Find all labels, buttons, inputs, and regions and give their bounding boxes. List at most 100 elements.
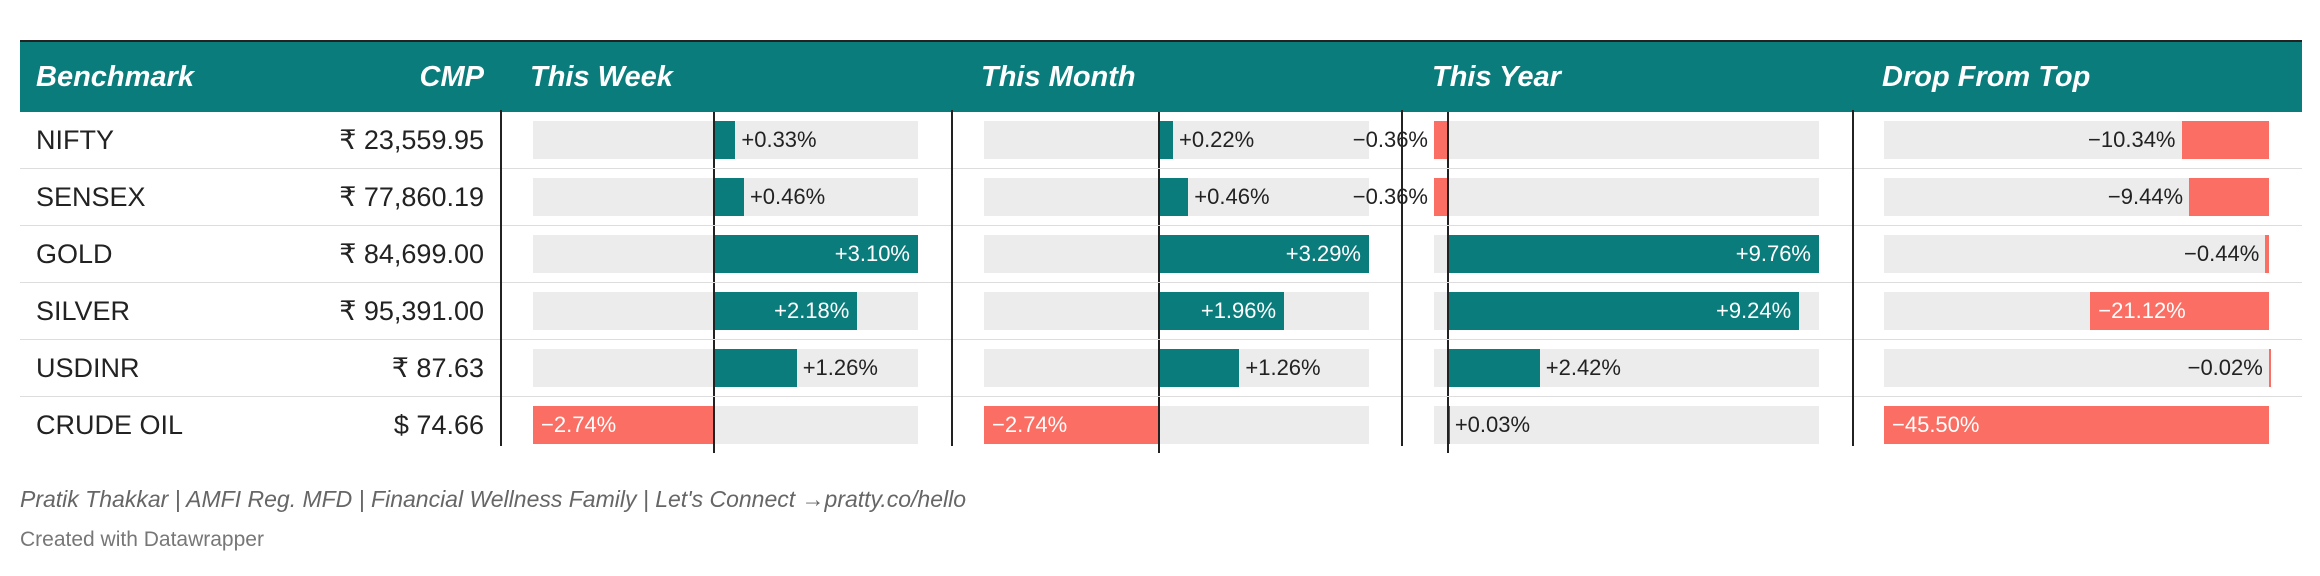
zero-axis bbox=[1157, 397, 1160, 453]
positive-bar bbox=[1447, 349, 1540, 387]
positive-bar bbox=[1158, 235, 1369, 273]
negative-bar bbox=[1434, 121, 1448, 159]
positive-bar bbox=[1158, 349, 1240, 387]
footer-credit: Pratik Thakkar | AMFI Reg. MFD | Financi… bbox=[20, 486, 967, 512]
data-label: +2.18% bbox=[774, 298, 850, 323]
data-label: −0.02% bbox=[2187, 355, 2263, 380]
data-label: −21.12% bbox=[2098, 298, 2186, 323]
negative-bar bbox=[1884, 406, 2269, 444]
zero-axis bbox=[712, 112, 715, 168]
negative-bar bbox=[984, 406, 1159, 444]
cmp-value: ₹ 87.63 bbox=[391, 353, 484, 383]
table-row: CRUDE OIL $ 74.66 −2.74% −2.74% +0.03% −45.50… bbox=[20, 397, 2302, 453]
footer-source: Created with Datawrapper bbox=[20, 528, 264, 551]
data-label: +0.33% bbox=[741, 127, 817, 152]
positive-bar bbox=[713, 121, 736, 159]
positive-bar bbox=[1447, 406, 1450, 444]
bar-track bbox=[984, 121, 1369, 159]
data-label: +0.46% bbox=[1194, 184, 1270, 209]
data-label: −45.50% bbox=[1892, 412, 1980, 437]
data-label: +9.24% bbox=[1715, 298, 1792, 323]
positive-bar bbox=[1158, 292, 1285, 330]
benchmark-table: Benchmark CMP This Week This Month This … bbox=[20, 40, 2302, 453]
data-label: +9.76% bbox=[1735, 241, 1811, 266]
zero-axis bbox=[1157, 283, 1160, 339]
zero-axis bbox=[1157, 340, 1160, 396]
positive-bar bbox=[1158, 178, 1189, 216]
cmp-value: ₹ 95,391.00 bbox=[339, 296, 484, 326]
column-divider bbox=[951, 110, 953, 446]
benchmark-name: SENSEX bbox=[36, 182, 146, 212]
bar-track bbox=[1884, 349, 2269, 387]
header-this-week: This Week bbox=[530, 61, 673, 93]
data-label: +0.22% bbox=[1178, 127, 1255, 152]
data-label: +3.10% bbox=[834, 241, 910, 266]
column-divider bbox=[500, 110, 502, 446]
positive-bar bbox=[713, 349, 797, 387]
data-label: −0.36% bbox=[1352, 127, 1428, 152]
bar-track bbox=[1434, 406, 1819, 444]
cmp-value: ₹ 77,860.19 bbox=[339, 182, 484, 212]
table-row: GOLD ₹ 84,699.00 +3.10% +3.29% +9.76% −0.44% bbox=[20, 226, 2302, 283]
zero-axis bbox=[1446, 226, 1449, 282]
bar-track bbox=[1434, 178, 1819, 216]
positive-bar bbox=[1447, 235, 1819, 273]
header-cmp: CMP bbox=[419, 61, 484, 93]
zero-axis bbox=[712, 283, 715, 339]
data-label: +3.29% bbox=[1285, 241, 1361, 266]
positive-bar bbox=[713, 178, 744, 216]
cmp-value: ₹ 84,699.00 bbox=[339, 239, 484, 269]
data-label: −0.36% bbox=[1352, 184, 1428, 209]
positive-bar bbox=[1158, 121, 1173, 159]
benchmark-name: GOLD bbox=[36, 239, 113, 269]
table-row: SILVER ₹ 95,391.00 +2.18% +1.96% +9.24% −21.1… bbox=[20, 283, 2302, 340]
table-row: USDINR ₹ 87.63 +1.26% +1.26% +2.42% −0.02% bbox=[20, 340, 2302, 397]
data-label: −2.74% bbox=[992, 412, 1068, 437]
benchmark-name: USDINR bbox=[36, 353, 140, 383]
positive-bar bbox=[713, 235, 918, 273]
data-label: +1.26% bbox=[802, 355, 878, 380]
benchmark-name: CRUDE OIL bbox=[36, 410, 184, 440]
table-row: NIFTY ₹ 23,559.95 +0.33% +0.22% −0.36% −10.34… bbox=[20, 112, 2302, 169]
zero-axis bbox=[712, 340, 715, 396]
column-divider bbox=[1852, 110, 1854, 446]
benchmark-name: NIFTY bbox=[36, 125, 114, 155]
data-label: −0.44% bbox=[2184, 241, 2260, 266]
table-row: SENSEX ₹ 77,860.19 +0.46% +0.46% −0.36% −9.44… bbox=[20, 169, 2302, 226]
data-label: −10.34% bbox=[2088, 127, 2176, 152]
negative-bar bbox=[2181, 121, 2269, 159]
header-this-month: This Month bbox=[981, 61, 1136, 93]
data-label: −2.74% bbox=[541, 412, 617, 437]
header-this-year: This Year bbox=[1432, 61, 1561, 93]
zero-axis bbox=[1446, 169, 1449, 225]
zero-axis bbox=[1157, 226, 1160, 282]
bar-track bbox=[1884, 235, 2269, 273]
cmp-value: ₹ 23,559.95 bbox=[339, 125, 484, 155]
zero-axis bbox=[1446, 340, 1449, 396]
zero-axis bbox=[1446, 397, 1449, 453]
cmp-value: $ 74.66 bbox=[393, 410, 484, 440]
positive-bar bbox=[713, 292, 858, 330]
data-label: +2.42% bbox=[1545, 355, 1621, 380]
zero-axis bbox=[1157, 112, 1160, 168]
zero-axis bbox=[712, 226, 715, 282]
negative-bar bbox=[2265, 235, 2269, 273]
data-label: +0.46% bbox=[749, 184, 826, 209]
zero-axis bbox=[712, 169, 715, 225]
data-label: +1.96% bbox=[1200, 298, 1277, 323]
bar-track bbox=[1434, 121, 1819, 159]
zero-axis bbox=[1446, 283, 1449, 339]
header-drop-from-top: Drop From Top bbox=[1882, 61, 2091, 93]
zero-axis bbox=[1157, 169, 1160, 225]
positive-bar bbox=[1447, 292, 1800, 330]
data-label: +1.26% bbox=[1245, 355, 1321, 380]
negative-bar bbox=[2189, 178, 2269, 216]
table-header: Benchmark CMP This Week This Month This … bbox=[20, 40, 2302, 112]
column-divider bbox=[1401, 110, 1403, 446]
negative-bar bbox=[533, 406, 714, 444]
zero-axis bbox=[712, 397, 715, 453]
table-body: NIFTY ₹ 23,559.95 +0.33% +0.22% −0.36% −10.34… bbox=[20, 112, 2302, 453]
negative-bar bbox=[2090, 292, 2269, 330]
header-benchmark: Benchmark bbox=[36, 61, 194, 93]
negative-bar bbox=[2268, 349, 2271, 387]
